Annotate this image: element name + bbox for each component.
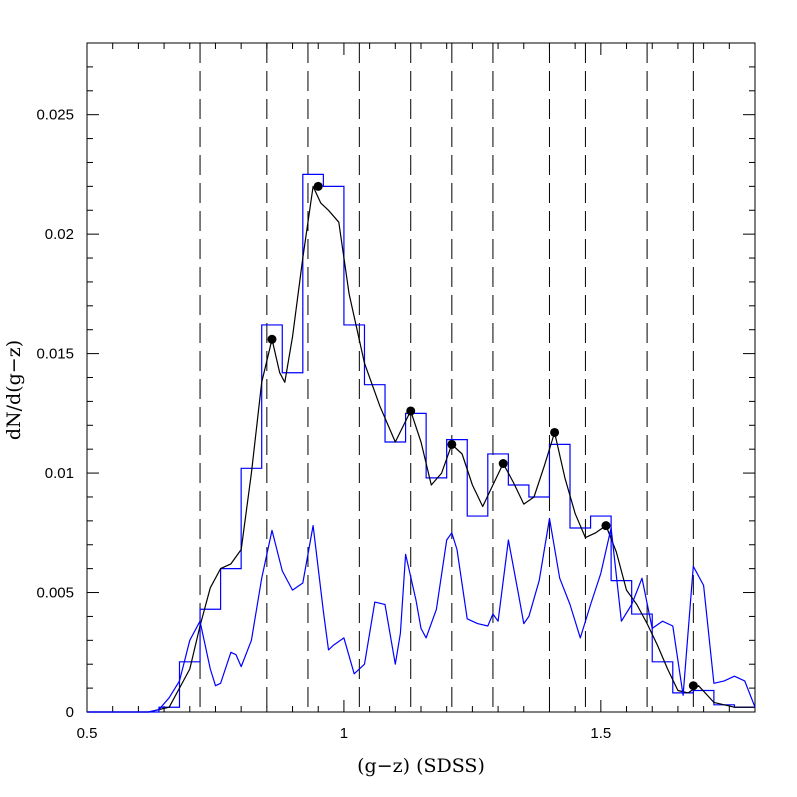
peak-marker: [447, 439, 457, 449]
x-tick-label: 0.5: [77, 725, 98, 742]
x-tick-label: 1: [340, 725, 348, 742]
peak-marker: [267, 334, 277, 344]
plot-frame: [86, 42, 756, 713]
y-tick-label: 0.01: [45, 465, 74, 482]
peak-marker: [550, 427, 560, 437]
y-tick-label: 0: [66, 704, 74, 721]
peak-marker: [688, 681, 698, 691]
y-tick-label: 0.005: [36, 585, 74, 602]
y-axis-title: dN/d(g−z): [3, 340, 25, 440]
y-tick-label: 0.025: [36, 107, 74, 124]
smooth-curve-series: [87, 185, 755, 713]
peak-marker: [601, 521, 611, 531]
peak-marker: [313, 181, 323, 191]
x-tick-label: 1.5: [590, 725, 611, 742]
peak-marker: [498, 459, 508, 469]
residual-curve-series: [87, 517, 756, 713]
peak-marker: [406, 406, 416, 416]
x-axis-title: (g−z) (SDSS): [357, 755, 485, 777]
y-tick-label: 0.02: [45, 226, 74, 243]
y-tick-label: 0.015: [36, 346, 74, 363]
